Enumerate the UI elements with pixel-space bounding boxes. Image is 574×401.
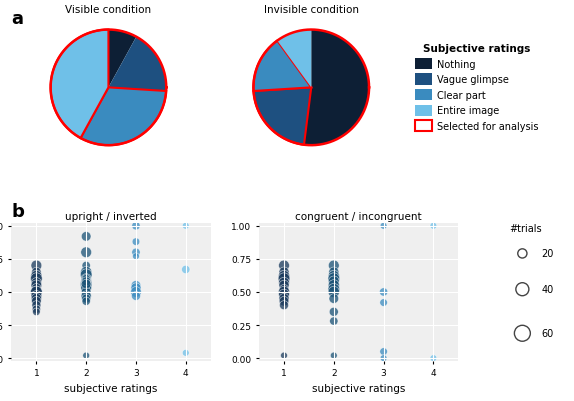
Point [329,286,339,293]
Point [32,282,41,289]
Point [32,289,41,296]
Point [280,273,289,279]
Point [280,352,289,359]
Point [82,278,91,285]
Point [280,286,289,293]
Point [280,298,289,305]
Point [131,253,141,260]
Wedge shape [108,38,166,92]
Point [280,276,289,282]
Point [131,293,141,300]
Point [82,352,91,359]
Point [32,263,41,269]
Point [82,282,91,289]
Point [280,296,289,302]
Point [280,302,289,309]
Wedge shape [304,30,369,146]
Point [82,289,91,296]
Wedge shape [51,30,108,139]
Point [82,281,91,288]
Point [131,223,141,229]
Point [329,282,339,289]
Point [32,296,41,302]
Point [82,249,91,256]
Wedge shape [254,88,311,145]
X-axis label: subjective ratings: subjective ratings [64,383,158,393]
Point [280,292,289,298]
Point [429,355,438,361]
Point [131,285,141,292]
Point [32,293,41,300]
Point [32,280,41,286]
Point [429,223,438,229]
Point [131,239,141,245]
Point [280,263,289,269]
Point [329,276,339,282]
Point [131,289,141,296]
Point [181,350,191,356]
Point [329,273,339,279]
Legend: Nothing, Vague glimpse, Clear part, Entire image, Selected for analysis: Nothing, Vague glimpse, Clear part, Enti… [414,44,538,132]
Text: 40: 40 [541,284,553,294]
Point [82,296,91,302]
Point [32,309,41,315]
Text: #trials: #trials [510,224,542,233]
Point [280,282,289,289]
Point [329,289,339,296]
Point [379,300,388,306]
Point [32,273,41,279]
X-axis label: subjective ratings: subjective ratings [312,383,405,393]
Point [379,355,388,361]
Point [82,281,91,288]
Point [329,318,339,324]
Wedge shape [108,30,136,88]
Point [280,280,289,286]
Point [379,348,388,355]
Point [82,263,91,269]
Point [280,269,289,275]
Point [32,302,41,309]
Point [82,298,91,305]
Wedge shape [277,30,311,88]
Title: Invisible condition: Invisible condition [263,5,359,15]
Title: upright / inverted: upright / inverted [65,211,157,221]
Point [32,306,41,313]
Point [379,223,388,229]
Point [131,249,141,256]
Point [32,298,41,305]
Wedge shape [253,41,311,92]
Text: a: a [11,10,24,28]
Point [32,285,41,292]
Point [329,352,339,359]
Point [82,272,91,278]
Point [131,282,141,289]
Point [82,278,91,285]
Text: 60: 60 [541,328,553,338]
Point [329,296,339,302]
Point [329,263,339,269]
Point [32,276,41,282]
Point [329,309,339,315]
Text: b: b [11,203,24,221]
Point [329,269,339,275]
Point [32,269,41,275]
Text: 20: 20 [541,249,554,259]
Point [82,276,91,282]
Title: congruent / incongruent: congruent / incongruent [296,211,422,221]
Wedge shape [80,88,166,146]
Point [181,223,191,229]
Point [181,267,191,273]
Point [379,289,388,296]
Point [32,289,41,296]
Point [82,269,91,275]
Point [82,293,91,300]
Point [329,278,339,285]
Point [82,285,91,292]
Point [82,276,91,282]
Point [280,289,289,296]
Title: Visible condition: Visible condition [65,5,152,15]
Point [82,233,91,240]
